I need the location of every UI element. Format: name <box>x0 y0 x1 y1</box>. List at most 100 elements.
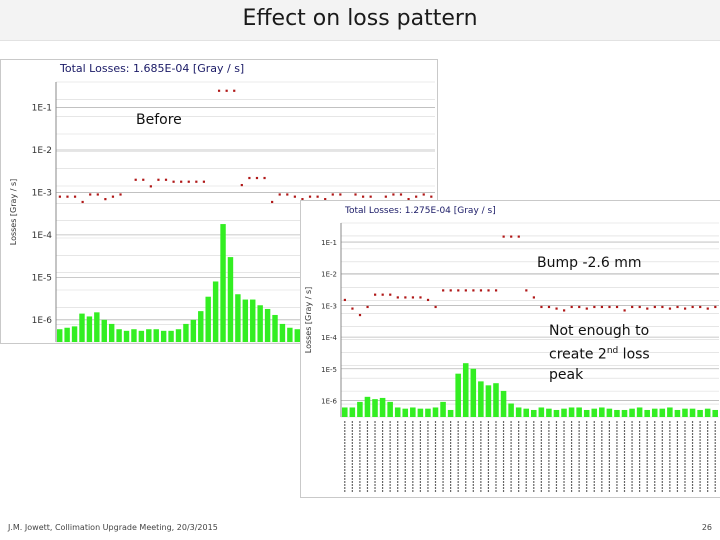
loss-dot <box>404 296 407 299</box>
loss-dot <box>149 185 152 188</box>
loss-dot <box>172 180 175 183</box>
loss-dot <box>271 200 274 204</box>
loss-dot <box>316 195 319 198</box>
loss-bar <box>242 299 249 342</box>
loss-bar <box>257 305 263 342</box>
loss-bar <box>470 368 477 417</box>
loss-bar <box>689 408 696 417</box>
y-tick-label: 1E-6 <box>321 397 337 405</box>
y-tick-label: 1E-1 <box>32 104 52 114</box>
loss-dot <box>58 195 61 198</box>
loss-dot <box>422 193 425 196</box>
y-tick-label: 1E-2 <box>321 271 337 279</box>
loss-dot <box>517 235 520 238</box>
loss-dot <box>699 305 702 309</box>
footer-citation: J.M. Jowett, Collimation Upgrade Meeting… <box>8 523 218 532</box>
loss-dot <box>96 193 99 196</box>
loss-bar <box>101 319 107 342</box>
note-second-peak: Not enough to create 2nd loss peak <box>549 321 650 385</box>
slide-title-bar: Effect on loss pattern <box>0 0 720 41</box>
loss-bar <box>599 407 605 417</box>
loss-bar <box>432 407 439 417</box>
loss-bar <box>493 383 499 417</box>
loss-dot <box>631 305 634 309</box>
loss-dot <box>255 176 259 180</box>
loss-dot <box>714 305 717 309</box>
loss-bar <box>621 409 628 417</box>
slide-title: Effect on loss pattern <box>242 6 478 31</box>
y-tick-label: 1E-4 <box>32 231 53 241</box>
loss-bar <box>131 329 137 342</box>
loss-dot <box>415 195 418 198</box>
loss-dot <box>180 180 183 183</box>
loss-dot <box>532 296 535 299</box>
y-tick-label: 1E-1 <box>321 239 337 247</box>
loss-bar <box>79 313 85 342</box>
loss-dot <box>66 195 69 198</box>
loss-dot <box>339 193 342 196</box>
y-tick-label: 1E-6 <box>32 316 53 326</box>
loss-bar <box>250 299 256 342</box>
loss-dot <box>225 89 228 92</box>
loss-bar <box>410 407 416 417</box>
loss-dot <box>464 289 467 292</box>
loss-bar <box>86 316 93 342</box>
loss-dot <box>384 195 387 198</box>
loss-dot <box>585 307 588 310</box>
loss-bar <box>462 363 469 417</box>
loss-bar <box>153 329 159 342</box>
loss-dot <box>510 235 513 238</box>
y-tick-label: 1E-3 <box>32 188 52 198</box>
loss-bar <box>357 401 363 417</box>
loss-bar <box>379 397 386 417</box>
loss-dot <box>308 195 312 198</box>
loss-dot <box>646 307 649 310</box>
loss-dot <box>157 178 160 181</box>
loss-dot <box>449 289 452 292</box>
loss-dot <box>525 289 528 292</box>
loss-bar <box>629 408 635 417</box>
loss-bar <box>455 373 461 417</box>
note-line-3: peak <box>549 366 584 383</box>
loss-dot <box>623 309 626 312</box>
loss-bar <box>425 408 431 417</box>
loss-bar <box>531 409 537 417</box>
loss-dot <box>570 305 573 309</box>
loss-dot <box>668 307 672 310</box>
loss-bar <box>553 409 560 417</box>
loss-dot <box>369 195 372 198</box>
loss-bar <box>712 409 718 417</box>
loss-dot <box>600 305 604 309</box>
loss-bar <box>57 329 63 342</box>
loss-dot <box>555 307 558 310</box>
loss-dot <box>374 293 377 296</box>
loss-dot <box>233 89 236 92</box>
loss-bar <box>447 409 454 417</box>
loss-dot <box>683 307 687 310</box>
loss-dot <box>248 176 251 180</box>
loss-dot <box>396 296 399 299</box>
loss-dot <box>104 198 107 201</box>
y-tick-label: 1E-4 <box>321 334 337 342</box>
loss-bar <box>349 407 356 417</box>
loss-bar <box>682 408 688 417</box>
loss-dot <box>164 178 168 181</box>
loss-bar <box>523 408 529 417</box>
loss-dot <box>187 180 190 183</box>
loss-dot <box>142 178 145 181</box>
loss-bar <box>205 296 211 342</box>
loss-dot <box>419 296 422 299</box>
loss-dot <box>240 183 243 187</box>
loss-dot <box>111 195 115 198</box>
loss-dot <box>638 305 641 309</box>
loss-bar <box>667 407 673 417</box>
loss-bar <box>576 407 582 417</box>
loss-dot <box>381 293 384 296</box>
loss-bar <box>212 281 219 342</box>
loss-bar <box>138 330 145 342</box>
loss-bar <box>220 224 226 342</box>
loss-bar <box>440 401 446 417</box>
loss-dot <box>563 309 566 312</box>
loss-dot <box>661 305 664 309</box>
loss-bar <box>175 329 182 342</box>
